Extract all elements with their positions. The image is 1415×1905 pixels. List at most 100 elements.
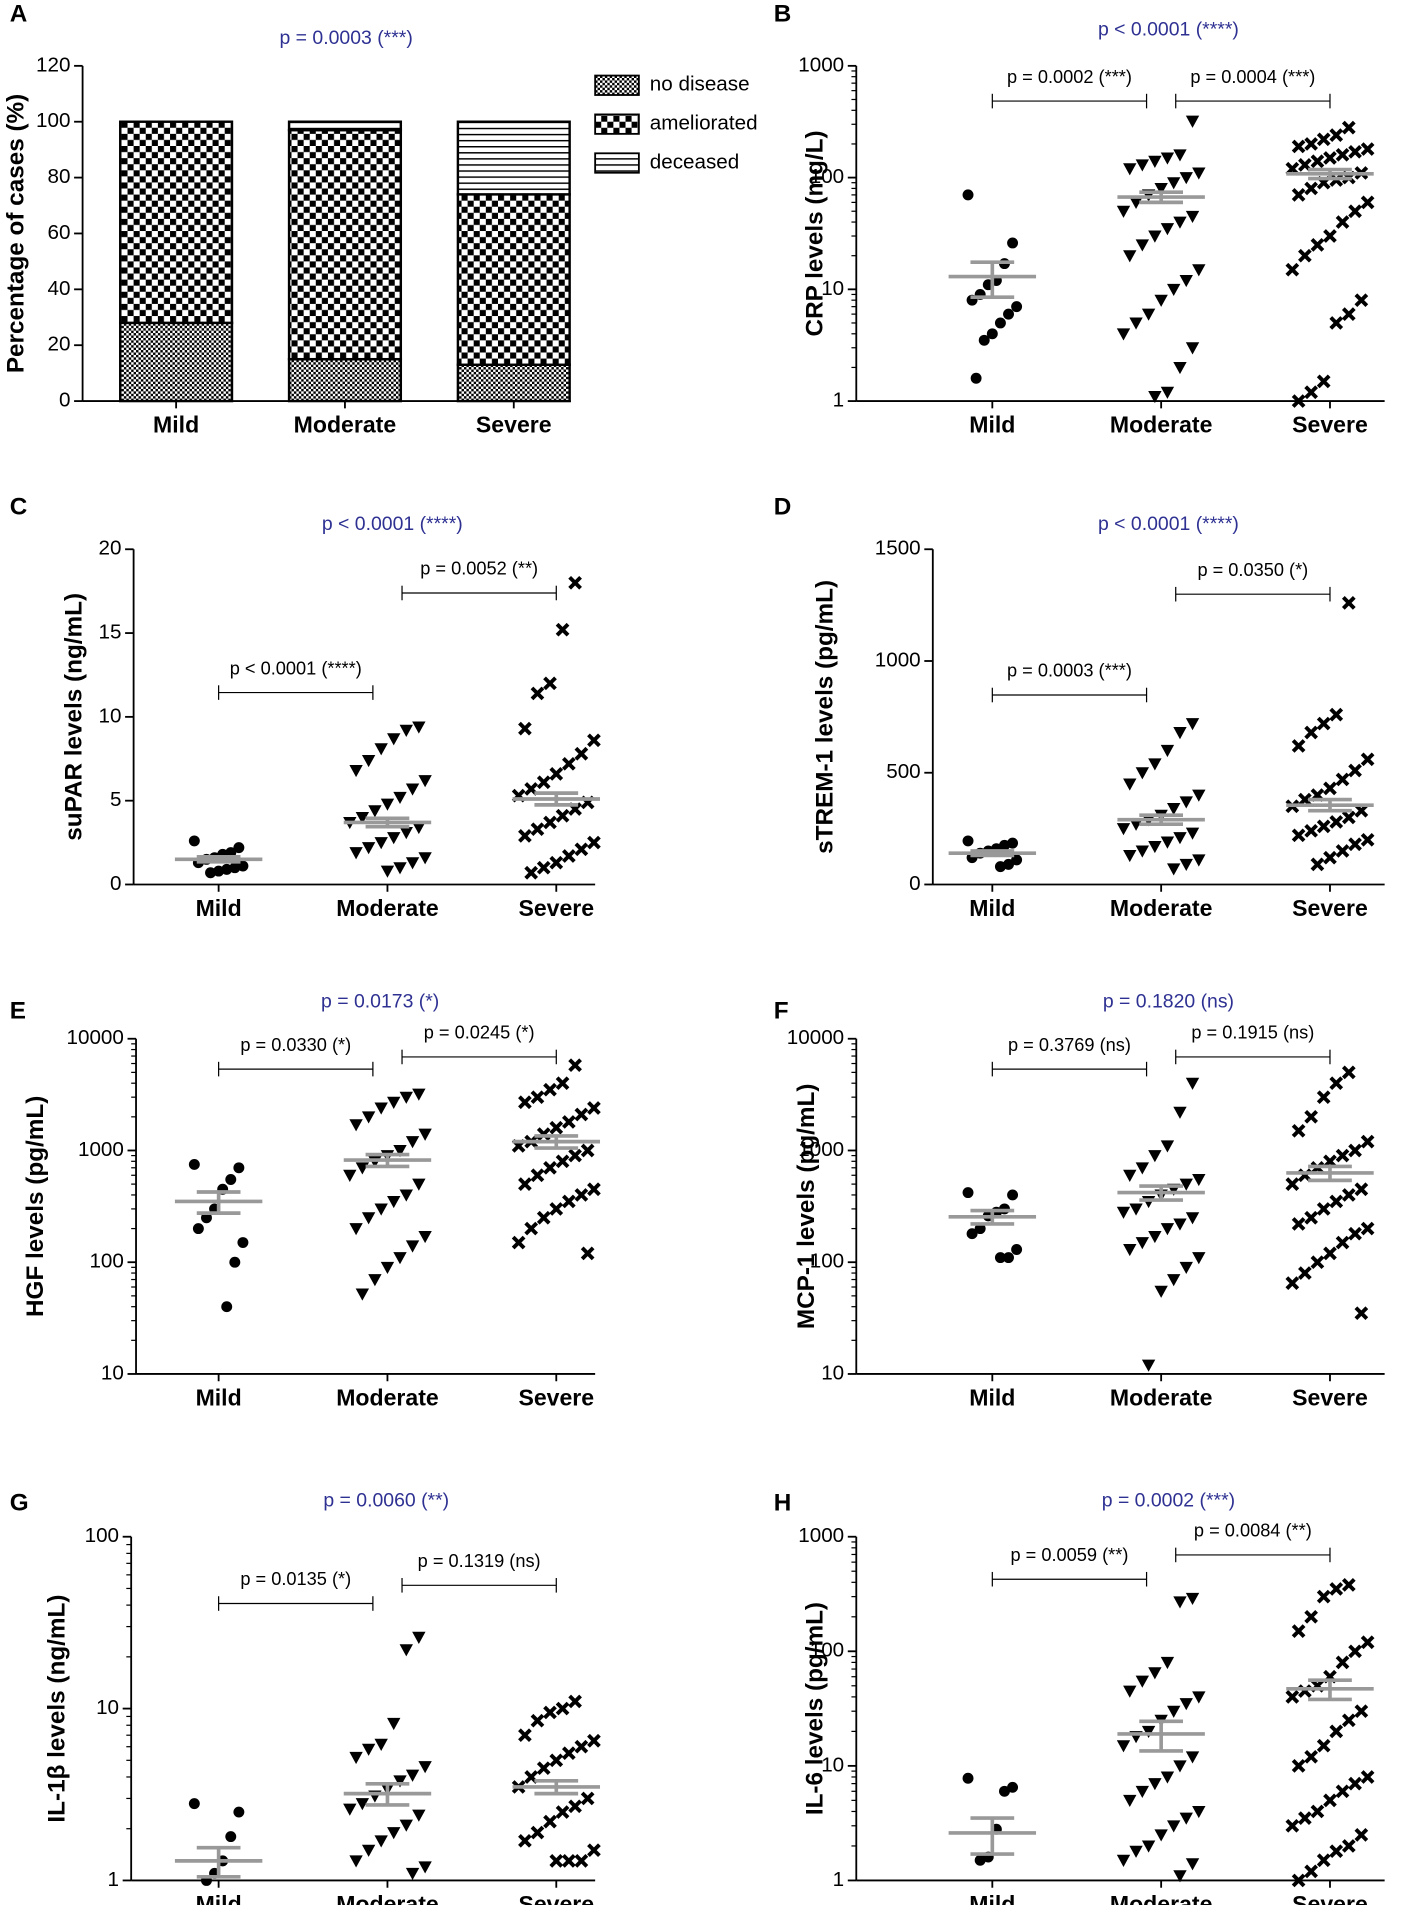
x-tick-label: Moderate [336,1385,439,1411]
dot [349,1223,363,1236]
dot [518,1834,532,1848]
y-axis-label: suPAR levels (ng/mL) [61,593,88,841]
legend-swatch [594,152,640,174]
dot [587,1101,601,1115]
dot [1341,1188,1356,1202]
x-tick-label: Mild [196,1385,242,1411]
dot [994,1252,1006,1264]
y-axis-label: IL-1β levels (ng/mL) [44,1595,71,1823]
dot [530,1090,545,1105]
dot [587,1733,601,1748]
dot [1298,1266,1312,1280]
dot [543,676,557,691]
dot [518,1095,532,1110]
dot [1173,1760,1187,1773]
dot [543,1814,557,1829]
dot [1335,844,1350,858]
y-tick-label: 1000 [78,1138,124,1161]
dot [568,1058,582,1073]
dot [574,842,589,857]
panel-letter: D [774,493,792,520]
dot [1148,1231,1162,1244]
dot [1129,1203,1143,1216]
dot [1291,139,1306,154]
dot [1291,1123,1306,1138]
dot [1116,1854,1131,1867]
y-tick-label: 1 [108,1868,119,1891]
dot [994,317,1006,329]
dot [555,808,570,823]
y-axis-label: MCP-1 levels (pg/mL) [793,1084,820,1330]
dot [1185,342,1200,355]
dot [1354,1182,1369,1197]
dot [1335,215,1350,229]
dot [574,1107,589,1122]
comparison-label: p = 0.0245 (*) [424,1023,535,1043]
dot [1341,1713,1356,1728]
dot [1304,385,1318,400]
dot [1123,1244,1137,1257]
dot [974,1223,986,1235]
panel-letter: A [10,0,28,27]
dot [1291,828,1306,843]
dot [1011,301,1023,313]
dot [1316,819,1331,834]
dot [1304,824,1318,838]
dot [201,1212,212,1224]
dot [1298,792,1312,807]
dot [1135,1162,1150,1175]
dot [555,622,570,637]
comparison-label: p = 0.0059 (**) [1010,1545,1128,1565]
dot [418,852,432,865]
dot [1167,863,1181,876]
dot [418,1861,432,1874]
x-tick-label: Mild [969,1891,1015,1905]
dot [412,1809,426,1822]
x-tick-label: Moderate [336,895,439,921]
y-tick-label: 120 [36,53,70,76]
dot [374,1102,388,1115]
dot [188,1158,200,1170]
dot [1360,1770,1375,1784]
dot [1291,394,1306,408]
dot [1148,155,1162,168]
dot [1323,229,1337,243]
dot [561,756,576,771]
dot [1360,142,1375,156]
dot [962,1772,974,1784]
dot [1192,789,1206,802]
dot [561,1194,576,1209]
dot [1141,1840,1156,1853]
dot [555,1701,570,1716]
dot [1354,803,1369,818]
dot [574,1854,589,1868]
x-tick-label: Moderate [1110,1891,1213,1905]
dot [374,837,388,850]
dot [962,835,974,847]
x-tick-label: Severe [518,1891,594,1905]
dot [349,1855,363,1868]
y-axis-label: HGF levels (pg/mL) [22,1096,49,1317]
dot [1160,1656,1175,1670]
y-tick-label: 10000 [787,1026,844,1049]
dot [962,189,974,201]
x-tick-label: Severe [476,412,552,438]
y-tick-label: 100 [89,1250,123,1273]
dot [1329,1844,1344,1859]
dot [1148,1150,1162,1163]
dot [1007,1781,1019,1793]
comparison-label: p = 0.0084 (**) [1194,1521,1312,1541]
dot [561,849,576,863]
dot [393,791,407,805]
y-axis-label: Percentage of cases (%) [2,94,29,373]
dot [349,1751,363,1765]
dot [1141,1725,1156,1739]
y-tick-label: 5 [110,788,121,811]
dot [543,1160,557,1175]
legend-label: deceased [650,150,739,173]
dot [1148,758,1162,771]
dot [225,1174,237,1185]
dot [343,1803,357,1816]
dot [1316,1202,1331,1216]
